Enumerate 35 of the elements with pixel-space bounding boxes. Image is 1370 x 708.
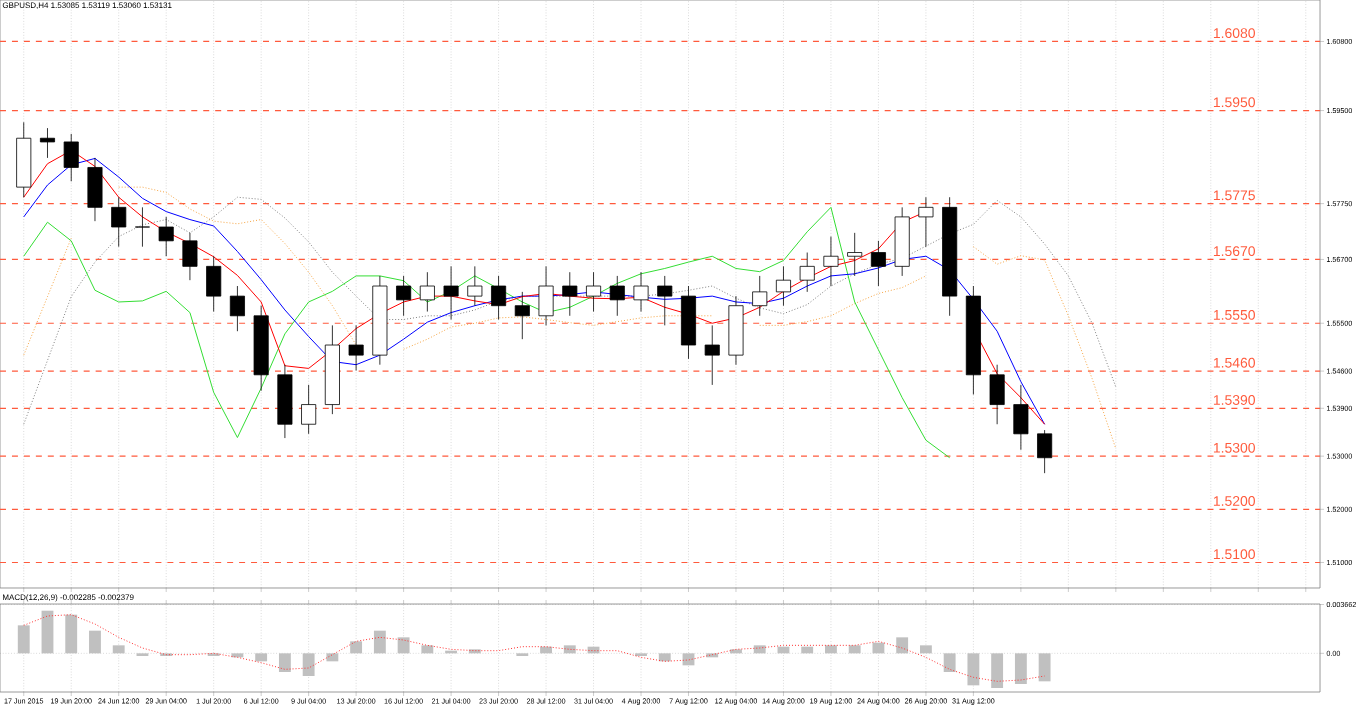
candlestick — [823, 236, 839, 287]
candlestick — [396, 275, 412, 317]
candlestick — [87, 157, 103, 222]
candlestick — [918, 196, 934, 248]
candlestick — [443, 265, 459, 320]
candlestick — [1037, 429, 1053, 474]
candlestick — [301, 384, 317, 435]
candlestick — [229, 285, 245, 332]
candlestick — [704, 324, 720, 386]
candlestick — [586, 271, 602, 312]
candlestick — [419, 271, 435, 312]
candlestick — [63, 133, 79, 182]
candlestick — [158, 216, 174, 257]
candlestick — [799, 252, 815, 293]
candlestick — [348, 324, 364, 371]
candlestick — [182, 232, 198, 281]
candlestick — [657, 275, 673, 326]
candlestick — [538, 265, 554, 326]
line-series — [23, 206, 951, 459]
candlestick — [134, 206, 150, 248]
candlestick — [562, 271, 578, 317]
candlestick — [1013, 384, 1029, 451]
candlestick — [39, 127, 55, 159]
candlestick — [752, 275, 768, 317]
candlestick — [633, 271, 649, 312]
candlestick — [514, 291, 530, 340]
candlestick — [206, 255, 222, 312]
candlestick — [989, 364, 1005, 425]
candlestick — [775, 265, 791, 307]
candlestick — [609, 275, 625, 317]
candlestick — [847, 232, 863, 277]
candlestick — [111, 196, 127, 248]
candlestick — [870, 240, 886, 287]
candlestick — [491, 275, 507, 320]
candlestick — [467, 265, 483, 307]
